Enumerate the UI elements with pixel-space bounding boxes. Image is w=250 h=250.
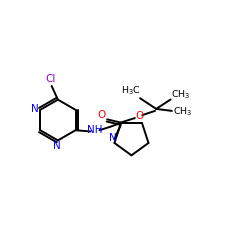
Text: N: N [109,133,117,143]
Text: H$_3$C: H$_3$C [122,84,141,96]
Text: N: N [31,104,39,114]
Text: CH$_3$: CH$_3$ [173,105,192,118]
Text: NH: NH [88,125,103,135]
Text: N: N [53,141,60,151]
Text: CH$_3$: CH$_3$ [171,88,191,101]
Text: O: O [136,111,144,121]
Text: O: O [98,110,106,120]
Text: Cl: Cl [45,74,56,84]
